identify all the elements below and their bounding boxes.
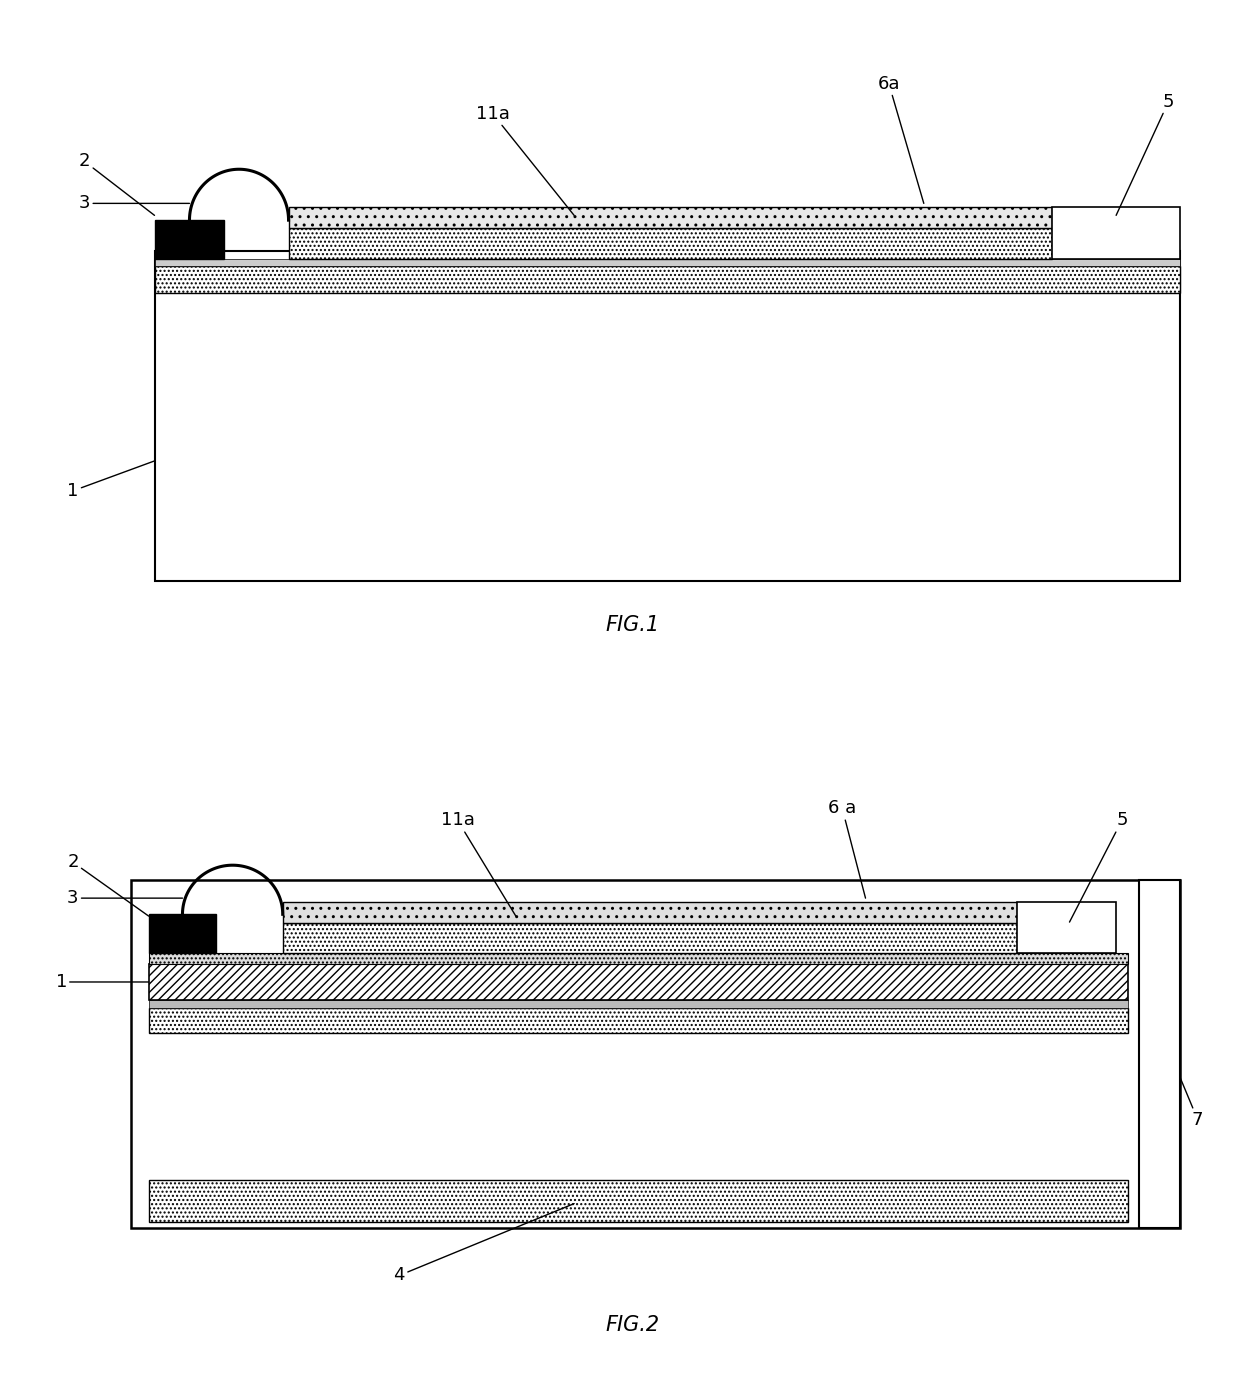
Bar [283,924,1017,953]
Bar [1140,881,1180,1228]
Bar [149,1008,1128,1033]
Text: 5: 5 [1116,93,1174,215]
Text: 2: 2 [67,853,149,917]
Bar [155,219,224,260]
Bar [155,260,1180,267]
Bar [149,964,1128,1000]
Text: 1: 1 [56,972,149,990]
Bar [149,1000,1128,1008]
Text: 4: 4 [393,1204,574,1285]
Bar [149,953,1128,964]
Bar [289,228,1052,260]
Bar [155,251,1180,581]
Bar [149,914,216,953]
Bar [1052,207,1180,260]
Text: 2: 2 [79,153,155,215]
Text: 1: 1 [67,461,155,500]
Text: 5: 5 [1069,811,1127,922]
Text: 11a: 11a [440,811,516,917]
Bar [131,881,1180,1228]
Text: 6 a: 6 a [828,799,866,899]
Bar [289,207,1052,228]
Text: 11a: 11a [476,104,574,215]
Bar [283,903,1017,924]
Bar [1017,903,1116,953]
Bar [149,1179,1128,1221]
Text: FIG.2: FIG.2 [605,1315,660,1335]
Text: 3: 3 [79,194,190,213]
Text: 6a: 6a [878,75,924,203]
Text: 3: 3 [67,889,182,907]
Bar [155,267,1180,293]
Text: FIG.1: FIG.1 [605,614,660,635]
Text: 7: 7 [1180,1078,1204,1129]
